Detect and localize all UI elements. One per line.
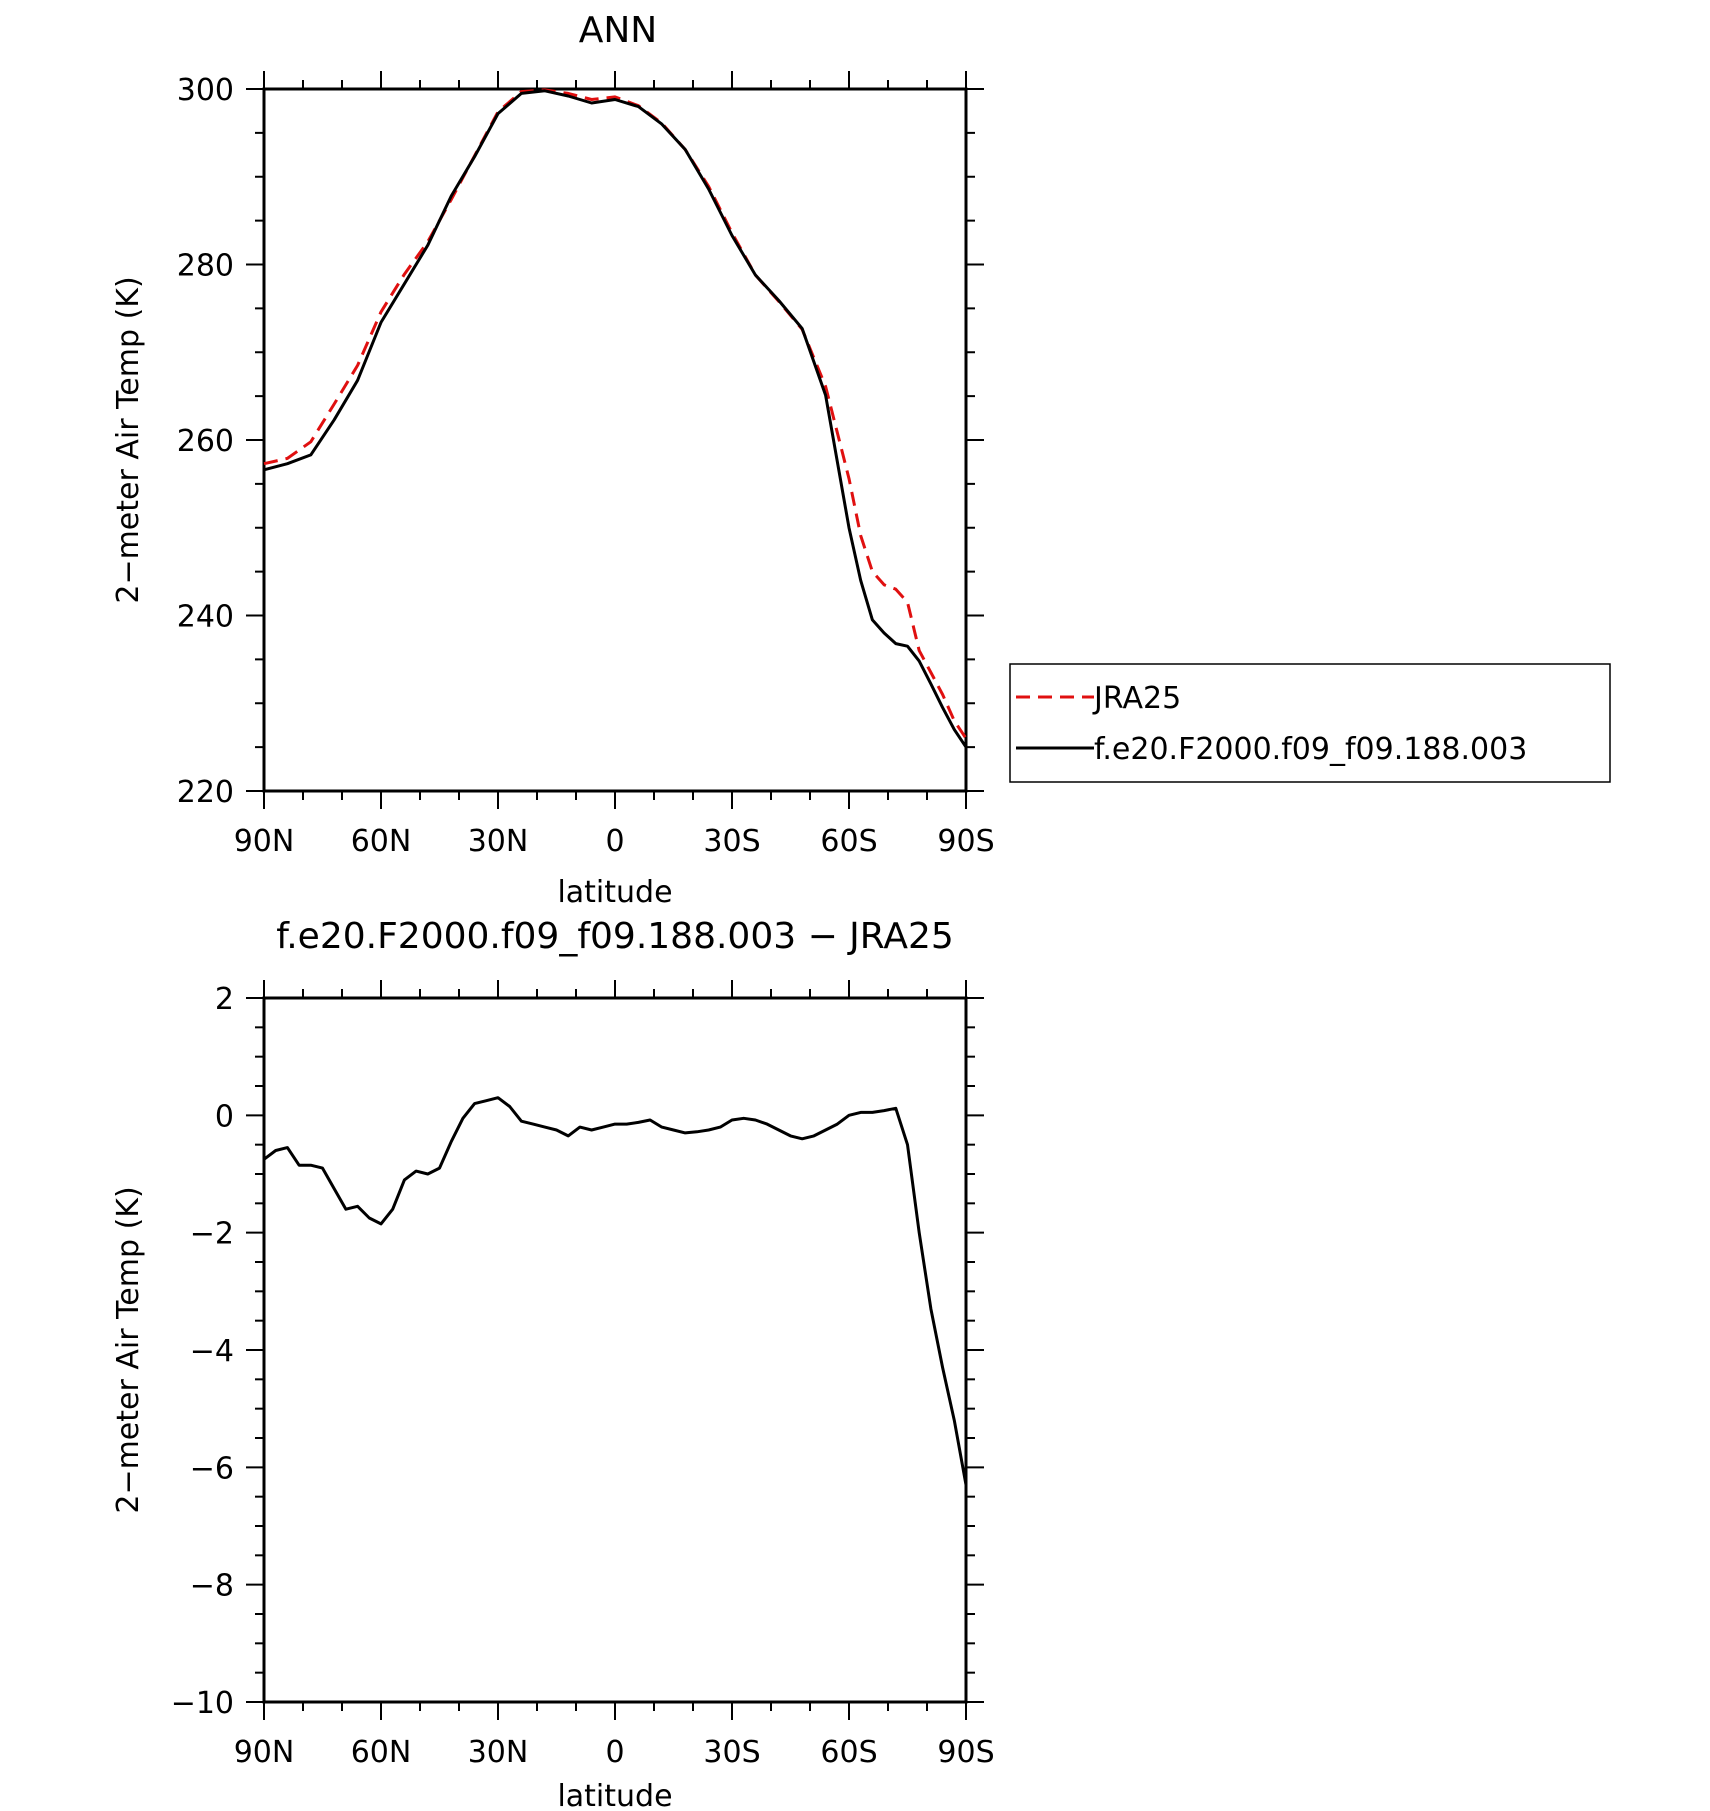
bottom-x-axis-label: latitude — [557, 1779, 672, 1811]
x-tick-label: 90N — [234, 1735, 295, 1770]
y-tick-label: 280 — [177, 249, 234, 284]
y-tick-label: 300 — [177, 73, 234, 108]
x-tick-label: 60S — [820, 1735, 877, 1770]
y-tick-label: 240 — [177, 600, 234, 635]
x-tick-label: 30S — [703, 1735, 760, 1770]
series-line-model — [263, 89, 968, 748]
x-tick-label: 30N — [468, 1735, 529, 1770]
top-ticks — [246, 71, 984, 809]
bottom-chart-title: f.e20.F2000.f09_f09.188.003 − JRA25 — [276, 916, 954, 957]
x-tick-label: 60S — [820, 824, 877, 859]
x-tick-label: 30S — [703, 824, 760, 859]
top-plot-frame — [262, 87, 968, 793]
x-tick-label: 90S — [937, 1735, 994, 1770]
y-tick-label: −10 — [171, 1686, 234, 1721]
top-chart-title: ANN — [579, 10, 658, 51]
y-tick-label: 220 — [177, 775, 234, 810]
y-tick-label: 0 — [215, 1099, 234, 1134]
top-x-tick-labels: 90N 60N 30N 0 30S 60S 90S — [234, 824, 995, 859]
legend-box — [1009, 663, 1611, 783]
x-tick-label: 60N — [351, 824, 412, 859]
bottom-ticks — [246, 980, 984, 1720]
y-tick-label: −4 — [190, 1334, 234, 1369]
bottom-panel: f.e20.F2000.f09_f09.188.003 − JRA25 90N 6… — [111, 916, 995, 1811]
x-tick-label: 60N — [351, 1735, 412, 1770]
legend: JRA25 f.e20.F2000.f09_f09.188.003 — [1009, 663, 1611, 783]
y-tick-label: −8 — [190, 1569, 234, 1604]
x-tick-label: 90N — [234, 824, 295, 859]
bottom-x-tick-labels: 90N 60N 30N 0 30S 60S 90S — [234, 1735, 995, 1770]
top-panel: ANN 90N 60N 30N 0 30S 60S 90S 220240260280300 … — [111, 10, 995, 910]
x-tick-label: 0 — [605, 1735, 624, 1770]
x-tick-label: 0 — [605, 824, 624, 859]
top-x-axis-label: latitude — [557, 875, 672, 910]
y-tick-label: 2 — [215, 982, 234, 1017]
top-y-tick-labels: 220 240 260 280 300 — [177, 73, 234, 810]
y-tick-label: −6 — [190, 1451, 234, 1486]
x-tick-label: 30N — [468, 824, 529, 859]
bottom-plot-frame — [262, 996, 968, 1704]
y-tick-label: −2 — [190, 1217, 234, 1252]
legend-label-model: f.e20.F2000.f09_f09.188.003 — [1094, 732, 1527, 767]
legend-label-jra25: JRA25 — [1092, 681, 1181, 716]
bottom-y-tick-labels: −10 −8 −6 −4 −2 0 2 — [171, 982, 234, 1721]
top-y-axis-label: 2−meter Air Temp (K) — [111, 276, 146, 603]
bottom-y-axis-label: 2−meter Air Temp (K) — [111, 1186, 146, 1513]
top-series-lines — [263, 88, 968, 748]
y-tick-label: 260 — [177, 424, 234, 459]
bottom-series-lines — [263, 1096, 968, 1486]
x-tick-label: 90S — [937, 824, 994, 859]
series-line-model — [263, 1096, 968, 1486]
series-line-jra25 — [263, 88, 968, 740]
